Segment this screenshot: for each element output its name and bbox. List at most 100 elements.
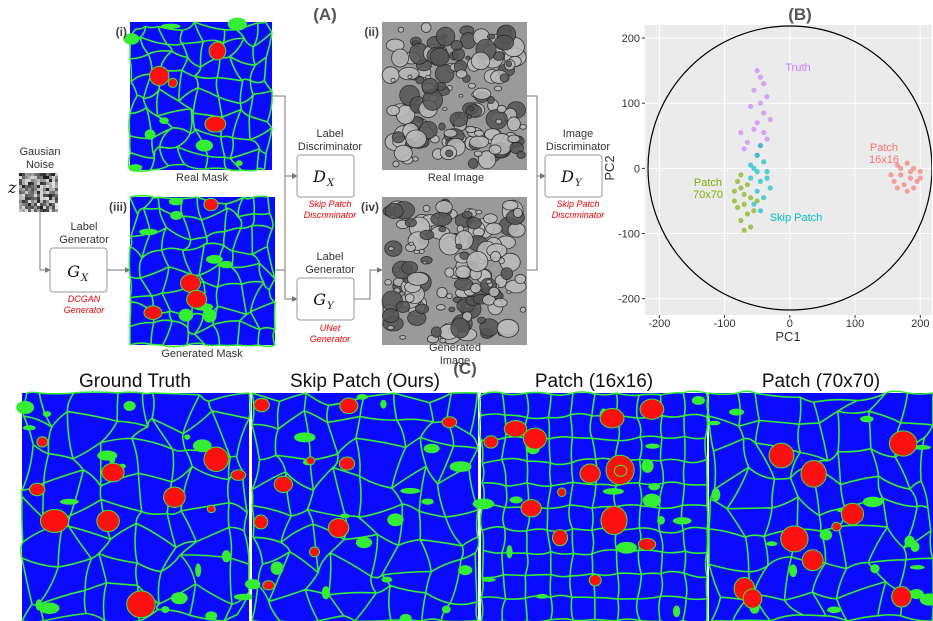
point: [918, 169, 923, 174]
em-cell: [385, 280, 392, 286]
noise-pixel: [37, 197, 40, 200]
membrane-blob: [184, 434, 190, 439]
noise-pixel: [55, 191, 58, 194]
series-label: Patch 16x16: [863, 142, 905, 166]
membrane-blob: [863, 497, 883, 508]
point: [735, 179, 740, 184]
em-cell: [496, 119, 502, 124]
noise-pixel: [55, 182, 58, 185]
noise-pixel: [31, 179, 34, 182]
mitochondria: [640, 399, 664, 419]
mitochondria: [204, 447, 229, 472]
em-cell: [467, 217, 481, 229]
membrane-blob: [171, 592, 188, 604]
membrane-blob: [234, 594, 255, 601]
figure: (A) (B) (C) GausianNoisezLabelGeneratorG…: [0, 0, 933, 621]
node-label: Image: [563, 128, 594, 140]
noise-pixel: [40, 179, 43, 182]
em-cell: [407, 272, 428, 285]
em-cell: [387, 326, 394, 330]
point: [761, 159, 766, 164]
mitochondria: [339, 457, 354, 470]
noise-pixel: [43, 191, 46, 194]
noise-pixel: [43, 194, 46, 197]
em-cell: [392, 132, 404, 143]
mitochondria: [889, 431, 916, 456]
x-axis-label: PC1: [775, 329, 800, 344]
noise-pixel: [34, 197, 37, 200]
noise-pixel: [46, 188, 49, 191]
noise-pixel: [28, 185, 31, 188]
noise-pixel: [46, 185, 49, 188]
noise-pixel: [40, 191, 43, 194]
series-label: Patch 70x70: [688, 177, 728, 201]
em-cell: [513, 208, 522, 217]
point: [748, 104, 753, 109]
mitochondria: [102, 463, 124, 482]
membrane-blob: [16, 401, 34, 414]
point: [738, 218, 743, 223]
noise-pixel: [40, 182, 43, 185]
noise-pixel: [37, 185, 40, 188]
em-cell: [383, 309, 399, 323]
membrane-blob: [910, 541, 919, 552]
point: [732, 189, 737, 194]
arrow: [275, 176, 297, 270]
noise-pixel: [37, 179, 40, 182]
mask-image: [707, 391, 933, 621]
point: [742, 192, 747, 197]
image-title: Skip Patch (Ours): [290, 371, 440, 392]
noise-pixel: [34, 176, 37, 179]
em-image: [382, 197, 527, 345]
series-label: Truth: [778, 62, 818, 74]
noise-pixel: [22, 185, 25, 188]
point: [768, 117, 773, 122]
em-cell: [515, 274, 526, 283]
image-tag: (i): [116, 25, 127, 39]
noise-pixel: [28, 203, 31, 206]
noise-pixel: [28, 197, 31, 200]
point: [764, 169, 769, 174]
noise-pixel: [49, 188, 52, 191]
noise-pixel: [28, 179, 31, 182]
membrane-blob: [179, 309, 194, 322]
noise-pixel: [46, 176, 49, 179]
point: [758, 75, 763, 80]
em-cell: [508, 135, 520, 143]
noise-pixel: [37, 209, 40, 212]
em-cell: [409, 242, 414, 245]
node-note: Discriminator: [304, 210, 358, 220]
y-axis-label: PC2: [602, 155, 617, 180]
noise-pixel: [43, 188, 46, 191]
membrane-blob: [870, 564, 879, 573]
em-cell: [484, 214, 498, 224]
point: [748, 176, 753, 181]
em-cell: [439, 123, 446, 130]
em-cell: [394, 145, 412, 161]
noise-variable: z: [7, 178, 17, 197]
noise-pixel: [43, 185, 46, 188]
noise-pixel: [55, 206, 58, 209]
membrane-blob: [860, 416, 874, 423]
noise-pixel: [31, 206, 34, 209]
y-tick-label: 200: [622, 33, 640, 45]
mitochondria: [601, 506, 627, 534]
mitochondria: [254, 398, 269, 411]
noise-pixel: [34, 191, 37, 194]
em-cell: [431, 327, 441, 338]
noise-pixel: [31, 209, 34, 212]
noise-pixel: [46, 194, 49, 197]
arrow: [40, 212, 50, 270]
membrane-blob: [161, 24, 180, 29]
membrane-blob: [645, 444, 660, 449]
membrane-blob: [473, 499, 495, 510]
em-cell: [508, 223, 525, 237]
node-note: Generator: [310, 334, 352, 344]
arrow: [272, 96, 297, 176]
point: [758, 208, 763, 213]
point: [738, 185, 743, 190]
membrane-blob: [236, 160, 243, 166]
em-cell: [462, 211, 472, 218]
noise-pixel: [22, 209, 25, 212]
noise-pixel: [46, 203, 49, 206]
